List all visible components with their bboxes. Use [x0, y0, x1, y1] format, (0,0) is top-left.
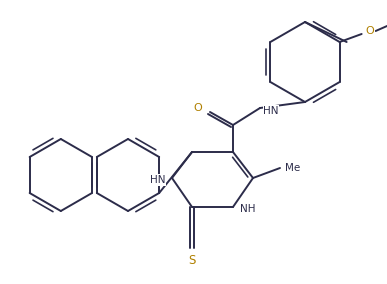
Text: S: S: [188, 254, 196, 266]
Text: HN: HN: [150, 175, 166, 185]
Text: O: O: [365, 26, 374, 36]
Text: NH: NH: [240, 204, 256, 214]
Text: Me: Me: [285, 163, 301, 173]
Text: O: O: [194, 103, 202, 113]
Text: HN: HN: [263, 106, 279, 116]
